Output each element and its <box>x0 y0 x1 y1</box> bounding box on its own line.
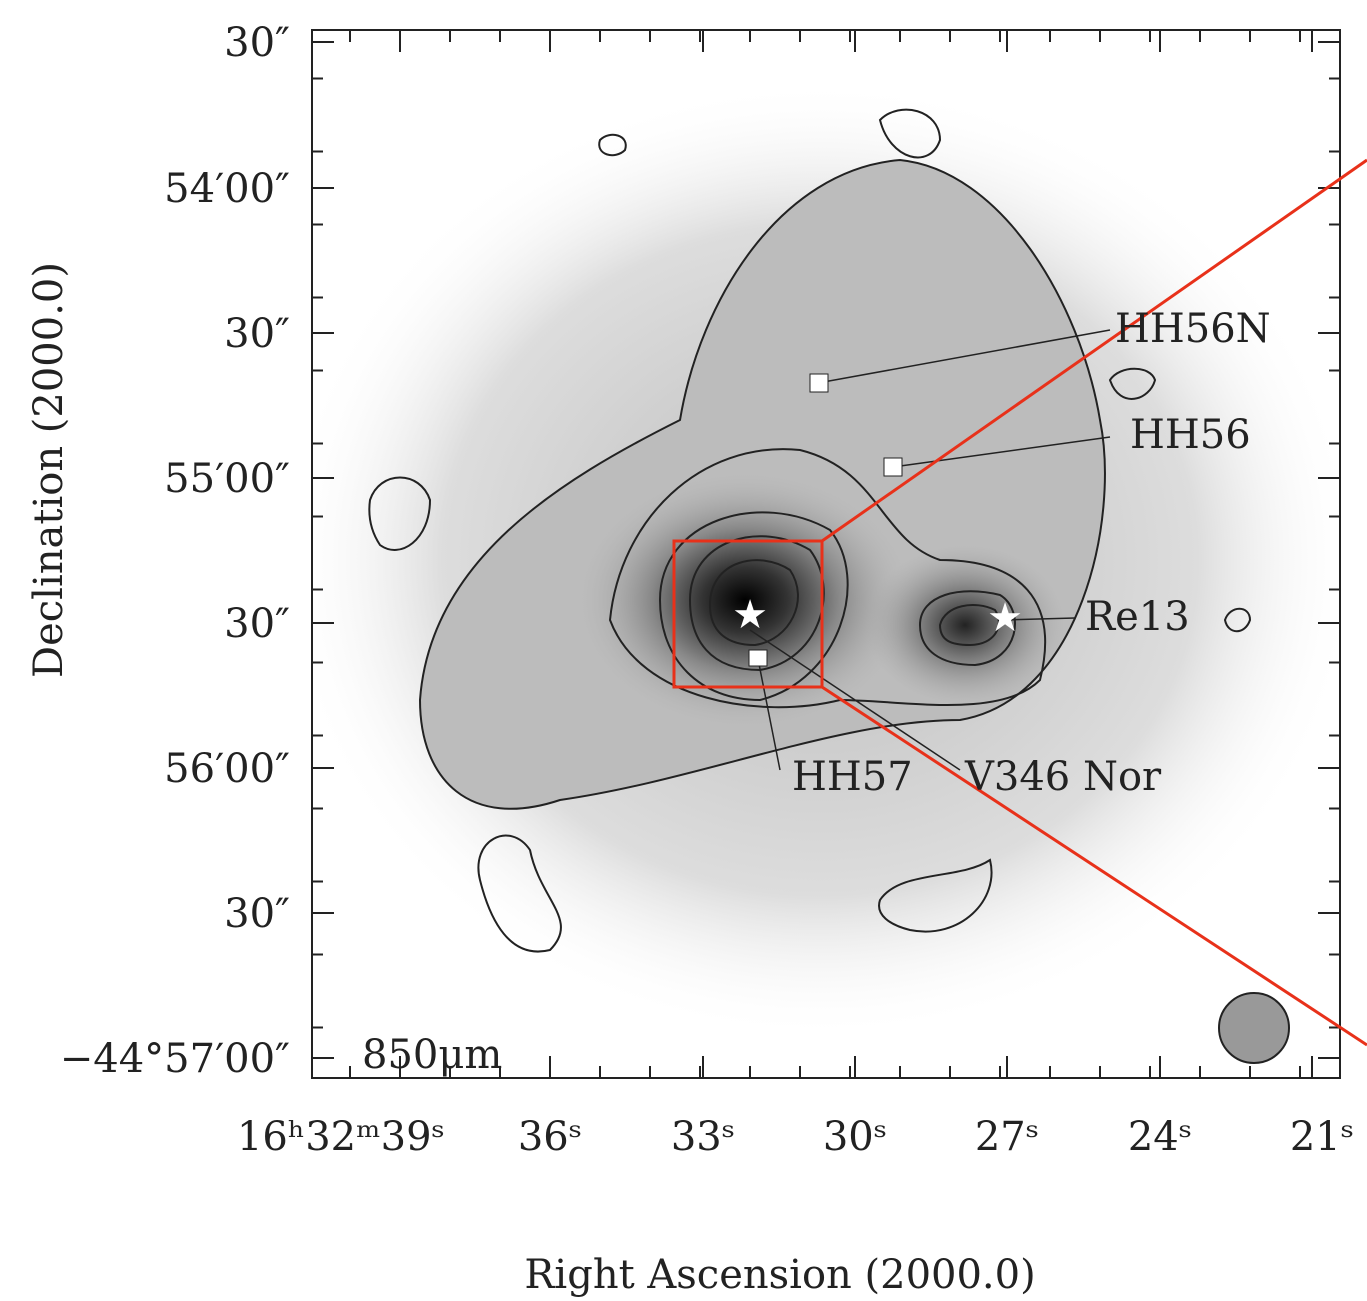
intensity-map <box>312 80 1340 1040</box>
y-tick-label: 54′00″ <box>164 166 290 212</box>
y-tick-label: 30″ <box>224 601 290 647</box>
y-tick-label: 30″ <box>224 311 290 357</box>
marker <box>748 649 768 667</box>
zoom-line <box>821 158 1367 543</box>
zoom-line <box>821 685 1367 1047</box>
y-tick-label: −44°57′00″ <box>60 1036 290 1082</box>
ticks: 30″ 54′00″ 30″ 55′00″ 30″ 56′00″ 30″ −44°57′00″… <box>60 20 1354 1160</box>
annotation: V346 Nor <box>964 754 1162 800</box>
y-axis-label: Declination (2000.0) <box>26 262 72 678</box>
marker <box>809 373 829 393</box>
annotation: Re13 <box>1085 594 1190 640</box>
x-tick-label: 21ˢ <box>1290 1114 1354 1160</box>
x-tick-label: 27ˢ <box>975 1114 1039 1160</box>
x-tick-label: 33ˢ <box>671 1114 735 1160</box>
star: ★ <box>987 595 1023 641</box>
y-tick-label: 30″ <box>224 891 290 937</box>
y-tick-label: 30″ <box>224 20 290 66</box>
plot-frame <box>311 29 1341 1079</box>
annotation: HH56 <box>1130 412 1251 458</box>
beam <box>1218 992 1290 1064</box>
x-axis-label: Right Ascension (2000.0) <box>524 1252 1035 1298</box>
band-label: 850μm <box>362 1032 502 1078</box>
y-tick-label: 55′00″ <box>164 456 290 502</box>
marker <box>883 457 903 477</box>
x-tick-label: 24ˢ <box>1128 1114 1192 1160</box>
x-tick-label: 16ʰ32ᵐ39ˢ <box>237 1114 445 1160</box>
x-tick-label: 36ˢ <box>518 1114 582 1160</box>
annotation: HH56N <box>1115 306 1271 352</box>
annotation: HH57 <box>792 754 913 800</box>
leaders <box>749 329 1111 771</box>
x-tick-label: 30ˢ <box>823 1114 887 1160</box>
zoom-box <box>672 539 824 689</box>
star: ★ <box>732 592 768 638</box>
y-tick-label: 56′00″ <box>164 746 290 792</box>
